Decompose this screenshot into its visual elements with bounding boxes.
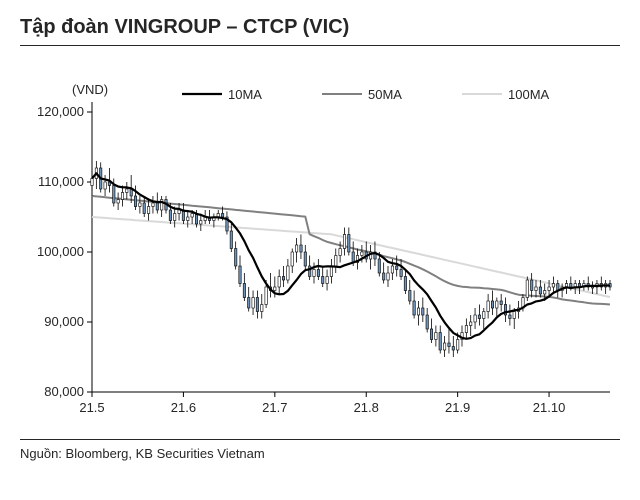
svg-text:50MA: 50MA — [368, 87, 402, 102]
svg-text:100,000: 100,000 — [37, 244, 84, 259]
chart-title: Tập đoàn VINGROUP – CTCP (VIC) — [20, 16, 620, 46]
svg-text:100MA: 100MA — [508, 87, 550, 102]
svg-text:21.7: 21.7 — [262, 400, 287, 415]
svg-text:(VND): (VND) — [72, 82, 108, 97]
svg-text:90,000: 90,000 — [44, 314, 84, 329]
svg-text:21.6: 21.6 — [171, 400, 196, 415]
svg-text:21.10: 21.10 — [533, 400, 566, 415]
svg-text:21.5: 21.5 — [79, 400, 104, 415]
svg-text:80,000: 80,000 — [44, 384, 84, 399]
svg-text:110,000: 110,000 — [38, 174, 84, 189]
svg-text:21.8: 21.8 — [354, 400, 379, 415]
svg-text:10MA: 10MA — [228, 87, 262, 102]
svg-text:21.9: 21.9 — [445, 400, 470, 415]
svg-text:120,000: 120,000 — [37, 104, 84, 119]
price-chart: (VND) 10MA 50MA 100MA 80,000 90,000 100,000 110… — [20, 52, 620, 437]
chart-source: Nguồn: Bloomberg, KB Securities Vietnam — [20, 439, 620, 461]
